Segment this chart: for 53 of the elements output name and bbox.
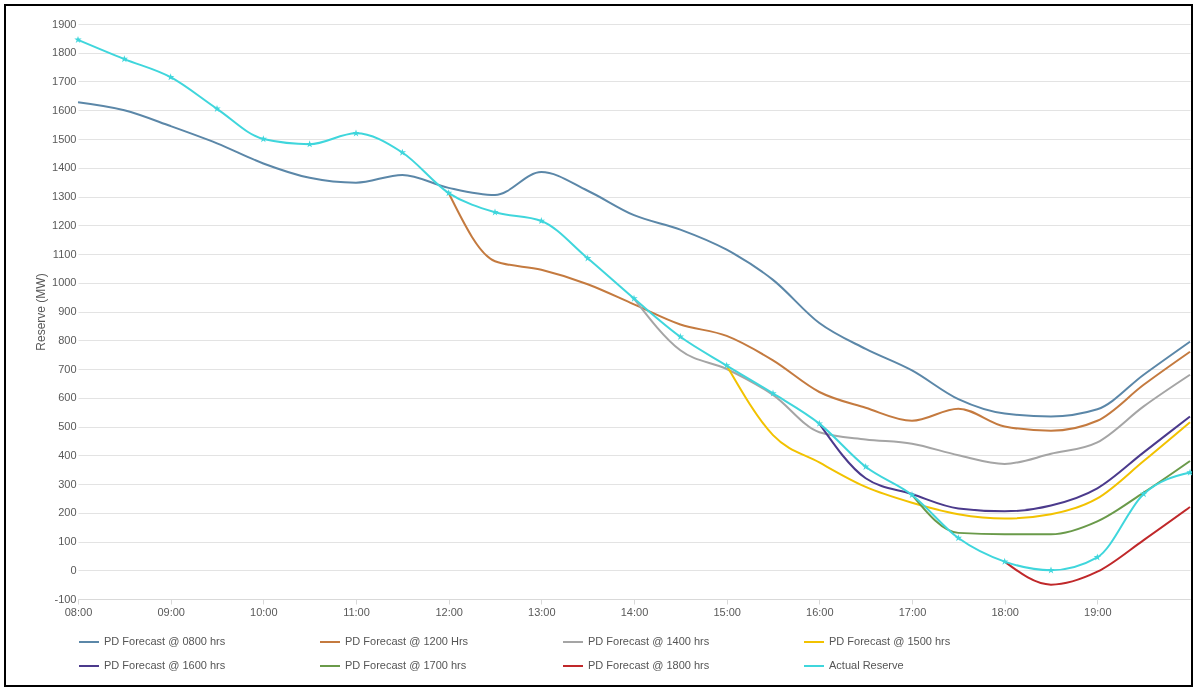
- legend-label: PD Forecast @ 1400 hrs: [588, 635, 710, 647]
- x-tick-label: 08:00: [64, 605, 93, 618]
- point: [491, 208, 499, 216]
- x-tick-label: 15:00: [713, 605, 741, 618]
- y-tick-label: 1200: [52, 218, 77, 231]
- y-tick-label: 0: [70, 563, 77, 576]
- x-tick-label: 12:00: [435, 605, 463, 618]
- point: [1093, 553, 1102, 561]
- y-tick-label: 1000: [52, 276, 77, 289]
- legend-label: PD Forecast @ 1600 hrs: [104, 659, 226, 671]
- x-tick-label: 09:00: [157, 605, 185, 618]
- point: [352, 129, 360, 137]
- y-tick-label: 1900: [52, 17, 77, 30]
- y-tick-label: 400: [58, 448, 77, 461]
- y-tick-label: 1300: [52, 190, 77, 202]
- y-tick-label: 500: [58, 420, 77, 432]
- y-tick-label: 1400: [52, 161, 77, 174]
- legend-label: Actual Reserve: [829, 659, 904, 671]
- point: [769, 389, 777, 397]
- x-tick-label: 19:00: [1084, 605, 1112, 618]
- y-tick-label: 300: [58, 477, 77, 490]
- y-axis-title: Reserve (MW): [34, 273, 49, 351]
- x-tick-label: 11:00: [343, 605, 370, 618]
- x-tick-label: 18:00: [991, 605, 1019, 618]
- legend-label: PD Forecast @ 1500 hrs: [829, 635, 951, 647]
- x-tick-label: 13:00: [528, 605, 556, 618]
- x-tick-label: 16:00: [806, 605, 834, 618]
- y-tick-label: 1500: [52, 132, 77, 145]
- line-series: [77, 101, 1191, 418]
- y-tick-label: 700: [58, 362, 77, 375]
- y-tick-label: 1100: [52, 247, 77, 260]
- y-tick-label: 200: [58, 506, 77, 519]
- point: [583, 254, 592, 262]
- x-tick-label: 14:00: [620, 605, 649, 618]
- legend-label: PD Forecast @ 1800 hrs: [588, 659, 710, 671]
- legend-label: PD Forecast @ 1200 Hrs: [345, 635, 469, 647]
- x-tick-label: 10:00: [250, 605, 278, 618]
- point: [815, 419, 824, 427]
- y-tick-label: 1700: [52, 75, 77, 87]
- point: [398, 148, 407, 156]
- point: [722, 361, 731, 369]
- point: [1047, 566, 1055, 574]
- y-tick-label: 1800: [52, 46, 77, 59]
- y-tick-label: -100: [54, 592, 77, 605]
- legend-label: PD Forecast @ 1700 hrs: [345, 659, 467, 671]
- x-tick-label: 17:00: [898, 605, 927, 618]
- point: [630, 294, 638, 302]
- y-tick-label: 1600: [52, 103, 77, 116]
- y-tick-label: 600: [58, 391, 77, 404]
- legend-label: PD Forecast @ 0800 hrs: [104, 635, 226, 647]
- y-tick-label: 100: [58, 535, 77, 547]
- y-tick-label: 900: [58, 305, 77, 317]
- y-tick-label: 800: [58, 333, 77, 346]
